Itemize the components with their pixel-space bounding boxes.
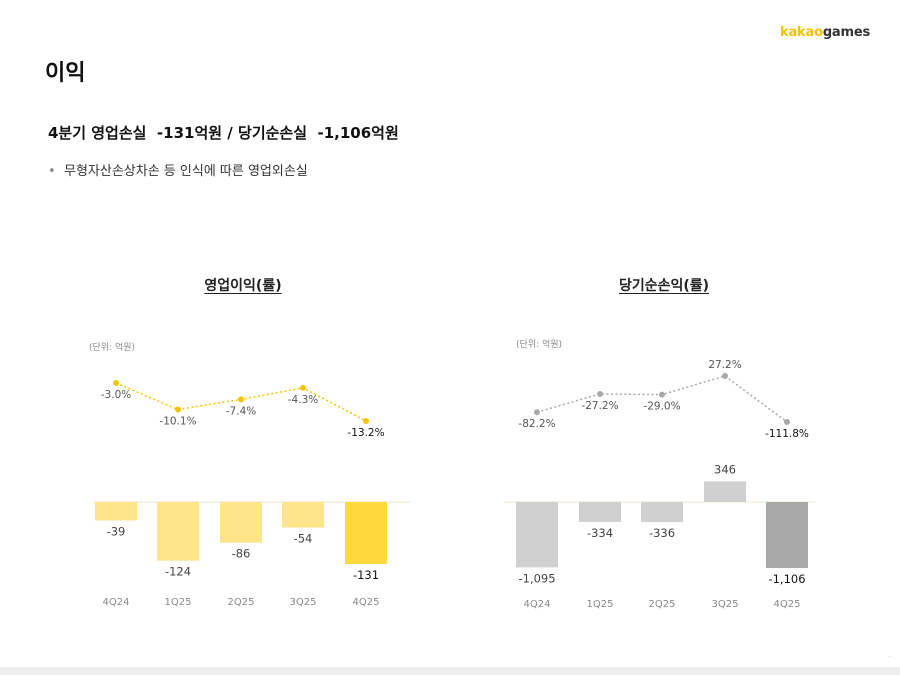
net-margin-line <box>536 375 788 423</box>
net-margin-point-4Q24 <box>534 409 540 416</box>
op-margin-point-3Q25 <box>300 384 306 391</box>
net-margin-label-1Q25: -27.2% <box>581 400 618 412</box>
headline-net-loss-value: -1,106억원 <box>317 124 399 142</box>
op-margin-point-4Q25 <box>363 418 369 424</box>
op-category-2Q25: 2Q25 <box>228 597 255 608</box>
net-bar-label-1Q25: -334 <box>587 526 613 540</box>
op-margin-point-4Q24 <box>113 380 119 386</box>
op-bar-4Q24 <box>95 502 137 521</box>
op-category-1Q25: 1Q25 <box>165 597 192 608</box>
net-category-4Q24: 4Q24 <box>524 599 551 610</box>
net-category-1Q25: 1Q25 <box>587 599 614 610</box>
logo-kakao: kakao <box>780 25 823 40</box>
op-bar-label-4Q25: -131 <box>353 568 379 582</box>
logo-games: games <box>822 25 870 40</box>
page-number: · <box>888 654 890 661</box>
op-bar-2Q25 <box>220 502 262 543</box>
headline-operating-loss-value: -131억원 <box>156 124 223 142</box>
op-unit-label: (단위: 억원) <box>89 341 135 353</box>
op-margin-label-2Q25: -7.4% <box>226 405 256 417</box>
op-category-3Q25: 3Q25 <box>290 597 317 608</box>
net-margin-label-2Q25: -29.0% <box>643 401 680 413</box>
op-margin-point-1Q25 <box>175 406 181 413</box>
headline-net-loss-label: 당기순손실 <box>238 124 308 142</box>
net-margin-point-1Q25 <box>597 391 603 398</box>
net-bar-3Q25 <box>704 481 746 502</box>
op-bar-1Q25 <box>157 502 199 561</box>
op-margin-label-4Q25: -13.2% <box>347 427 384 439</box>
op-bar-3Q25 <box>282 502 324 528</box>
headline: 4분기 영업손실 -131억원 / 당기순손실 -1,106억원 <box>48 122 399 143</box>
footer-bar <box>0 667 900 675</box>
net-margin-label-4Q25: -111.8% <box>765 428 809 440</box>
op-margin-label-1Q25: -10.1% <box>159 415 196 427</box>
net-unit-label: (단위: 억원) <box>516 338 562 350</box>
net-category-2Q25: 2Q25 <box>649 599 676 610</box>
net-bar-1Q25 <box>579 502 621 522</box>
net-bar-label-2Q25: -336 <box>649 526 675 540</box>
net-bar-4Q24 <box>516 502 558 568</box>
net-margin-point-2Q25 <box>659 391 665 398</box>
net-bar-label-3Q25: 346 <box>714 462 736 476</box>
op-bar-4Q25 <box>345 502 387 564</box>
net-margin-label-3Q25: 27.2% <box>708 359 741 371</box>
op-bar-label-4Q24: -39 <box>107 524 126 538</box>
net-margin-point-3Q25 <box>722 373 728 379</box>
net-bar-label-4Q24: -1,095 <box>518 571 555 585</box>
net-margin-label-4Q24: -82.2% <box>518 418 555 430</box>
op-bar-label-3Q25: -54 <box>294 532 313 546</box>
net-bar-4Q25 <box>766 502 808 568</box>
net-category-3Q25: 3Q25 <box>712 599 739 610</box>
op-margin-label-4Q24: -3.0% <box>101 389 131 401</box>
op-category-4Q25: 4Q25 <box>353 597 380 608</box>
bullet-note: • 무형자산손상차손 등 인식에 따른 영업외손실 <box>48 160 308 179</box>
bullet-dot: • <box>48 164 56 179</box>
headline-separator: / <box>227 124 233 142</box>
op-category-4Q24: 4Q24 <box>103 597 130 608</box>
net-bar-label-4Q25: -1,106 <box>768 572 805 586</box>
net-category-4Q25: 4Q25 <box>774 599 801 610</box>
page-title: 이익 <box>45 61 86 86</box>
chart-title-operating: 영업이익(률) <box>204 278 282 294</box>
bullet-note-text: 무형자산손상차손 등 인식에 따른 영업외손실 <box>64 164 308 179</box>
op-bar-label-1Q25: -124 <box>165 565 191 579</box>
kakaogames-logo: kakaogames <box>780 25 870 40</box>
headline-operating-loss-label: 4분기 영업손실 <box>48 124 147 142</box>
op-bar-label-2Q25: -86 <box>232 547 251 561</box>
op-margin-label-3Q25: -4.3% <box>288 394 318 406</box>
chart-title-net: 당기순손익(률) <box>618 278 710 294</box>
net-bar-2Q25 <box>641 502 683 523</box>
net-margin-point-4Q25 <box>784 419 790 425</box>
op-margin-point-2Q25 <box>238 396 244 403</box>
